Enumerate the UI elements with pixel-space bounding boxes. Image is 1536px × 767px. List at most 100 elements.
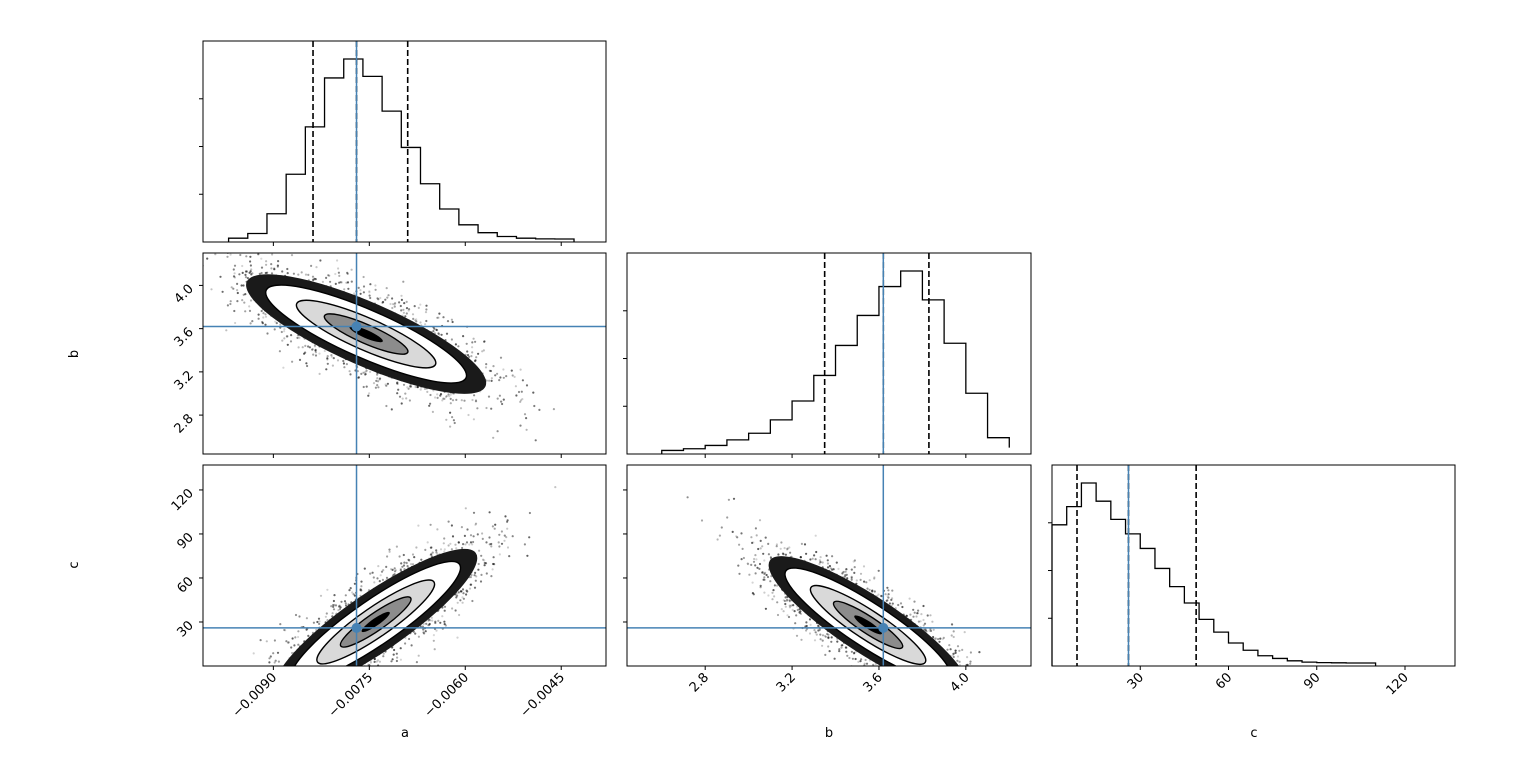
scatter-point [290,679,292,681]
scatter-point [257,253,260,256]
scatter-point [323,671,325,673]
scatter-point [374,288,377,291]
scatter-point [503,539,506,542]
joint-area-c_vs_a [252,486,557,717]
scatter-point [249,322,252,325]
scatter-point [311,667,313,669]
scatter-point [257,674,259,676]
scatter-point [257,317,260,320]
scatter-point [488,379,491,382]
scatter-point [326,668,328,670]
scatter-point [249,260,252,263]
scatter-point [271,696,273,698]
scatter-point [439,621,442,624]
scatter-point [326,619,329,622]
scatter-point [291,671,293,673]
scatter-point [314,715,316,717]
scatter-point [239,253,242,257]
scatter-point [277,676,279,678]
scatter-point [466,590,469,593]
scatter-point [291,681,293,683]
scatter-point [308,346,311,349]
scatter-point [362,285,366,288]
scatter-point [443,620,446,623]
scatter-point [233,264,237,267]
scatter-point [295,680,297,682]
scatter-point [408,386,411,389]
scatter-point [419,321,422,324]
scatter-point [364,370,367,373]
scatter-point [351,591,354,594]
scatter-point [399,647,402,650]
scatter-point [307,273,310,276]
scatter-point [453,421,456,425]
scatter-point [498,553,501,556]
scatter-point [423,632,426,635]
scatter-point [276,693,278,695]
scatter-point [388,548,391,551]
scatter-point [424,323,427,326]
scatter-point [464,507,467,510]
scatter-point [278,350,281,353]
scatter-point [227,249,229,251]
scatter-point [491,525,494,528]
scatter-point [400,402,403,405]
scatter-point [316,700,318,702]
scatter-point [454,543,457,546]
scatter-point [307,670,309,672]
scatter-point [492,436,495,439]
scatter-point [289,340,293,343]
scatter-point [397,388,400,391]
scatter-point [399,304,402,308]
scatter-point [331,674,333,676]
scatter-point [430,553,433,556]
scatter-point [367,394,370,397]
scatter-point [405,562,408,565]
scatter-point [417,654,420,657]
scatter-point [348,370,351,373]
scatter-point [330,605,333,608]
scatter-point [311,692,313,694]
scatter-point [224,248,226,250]
scatter-point [490,379,493,382]
scatter-point [245,255,248,258]
scatter-point [265,263,268,266]
scatter-point [437,619,440,623]
scatter-point [273,639,276,642]
scatter-point [288,677,290,679]
scatter-point [538,408,541,411]
scatter-point [396,381,399,384]
scatter-point [332,599,335,603]
scatter-point [361,667,363,669]
scatter-point [502,376,505,379]
scatter-point [304,273,308,276]
scatter-point [248,309,252,312]
scatter-point [443,550,446,553]
scatter-point [444,395,448,399]
scatter-point [510,369,513,372]
scatter-point [417,635,420,638]
scatter-point [471,351,474,354]
scatter-point [532,391,535,394]
scatter-point [317,675,319,677]
scatter-point [306,364,309,368]
scatter-point [264,271,267,275]
scatter-point [408,559,411,562]
scatter-point [451,607,454,610]
scatter-point [316,692,318,694]
scatter-point [347,670,349,672]
scatter-point [428,404,431,407]
scatter-point [249,255,252,258]
scatter-point [276,264,279,267]
scatter-point [457,591,460,594]
scatter-point [269,696,271,698]
scatter-point [248,246,250,248]
scatter-point [488,369,491,372]
scatter-point [327,669,329,671]
scatter-point [201,264,203,266]
scatter-point [455,547,458,550]
scatter-point [405,397,408,400]
scatter-point [293,644,296,647]
scatter-point [343,600,347,603]
scatter-point [368,291,371,294]
